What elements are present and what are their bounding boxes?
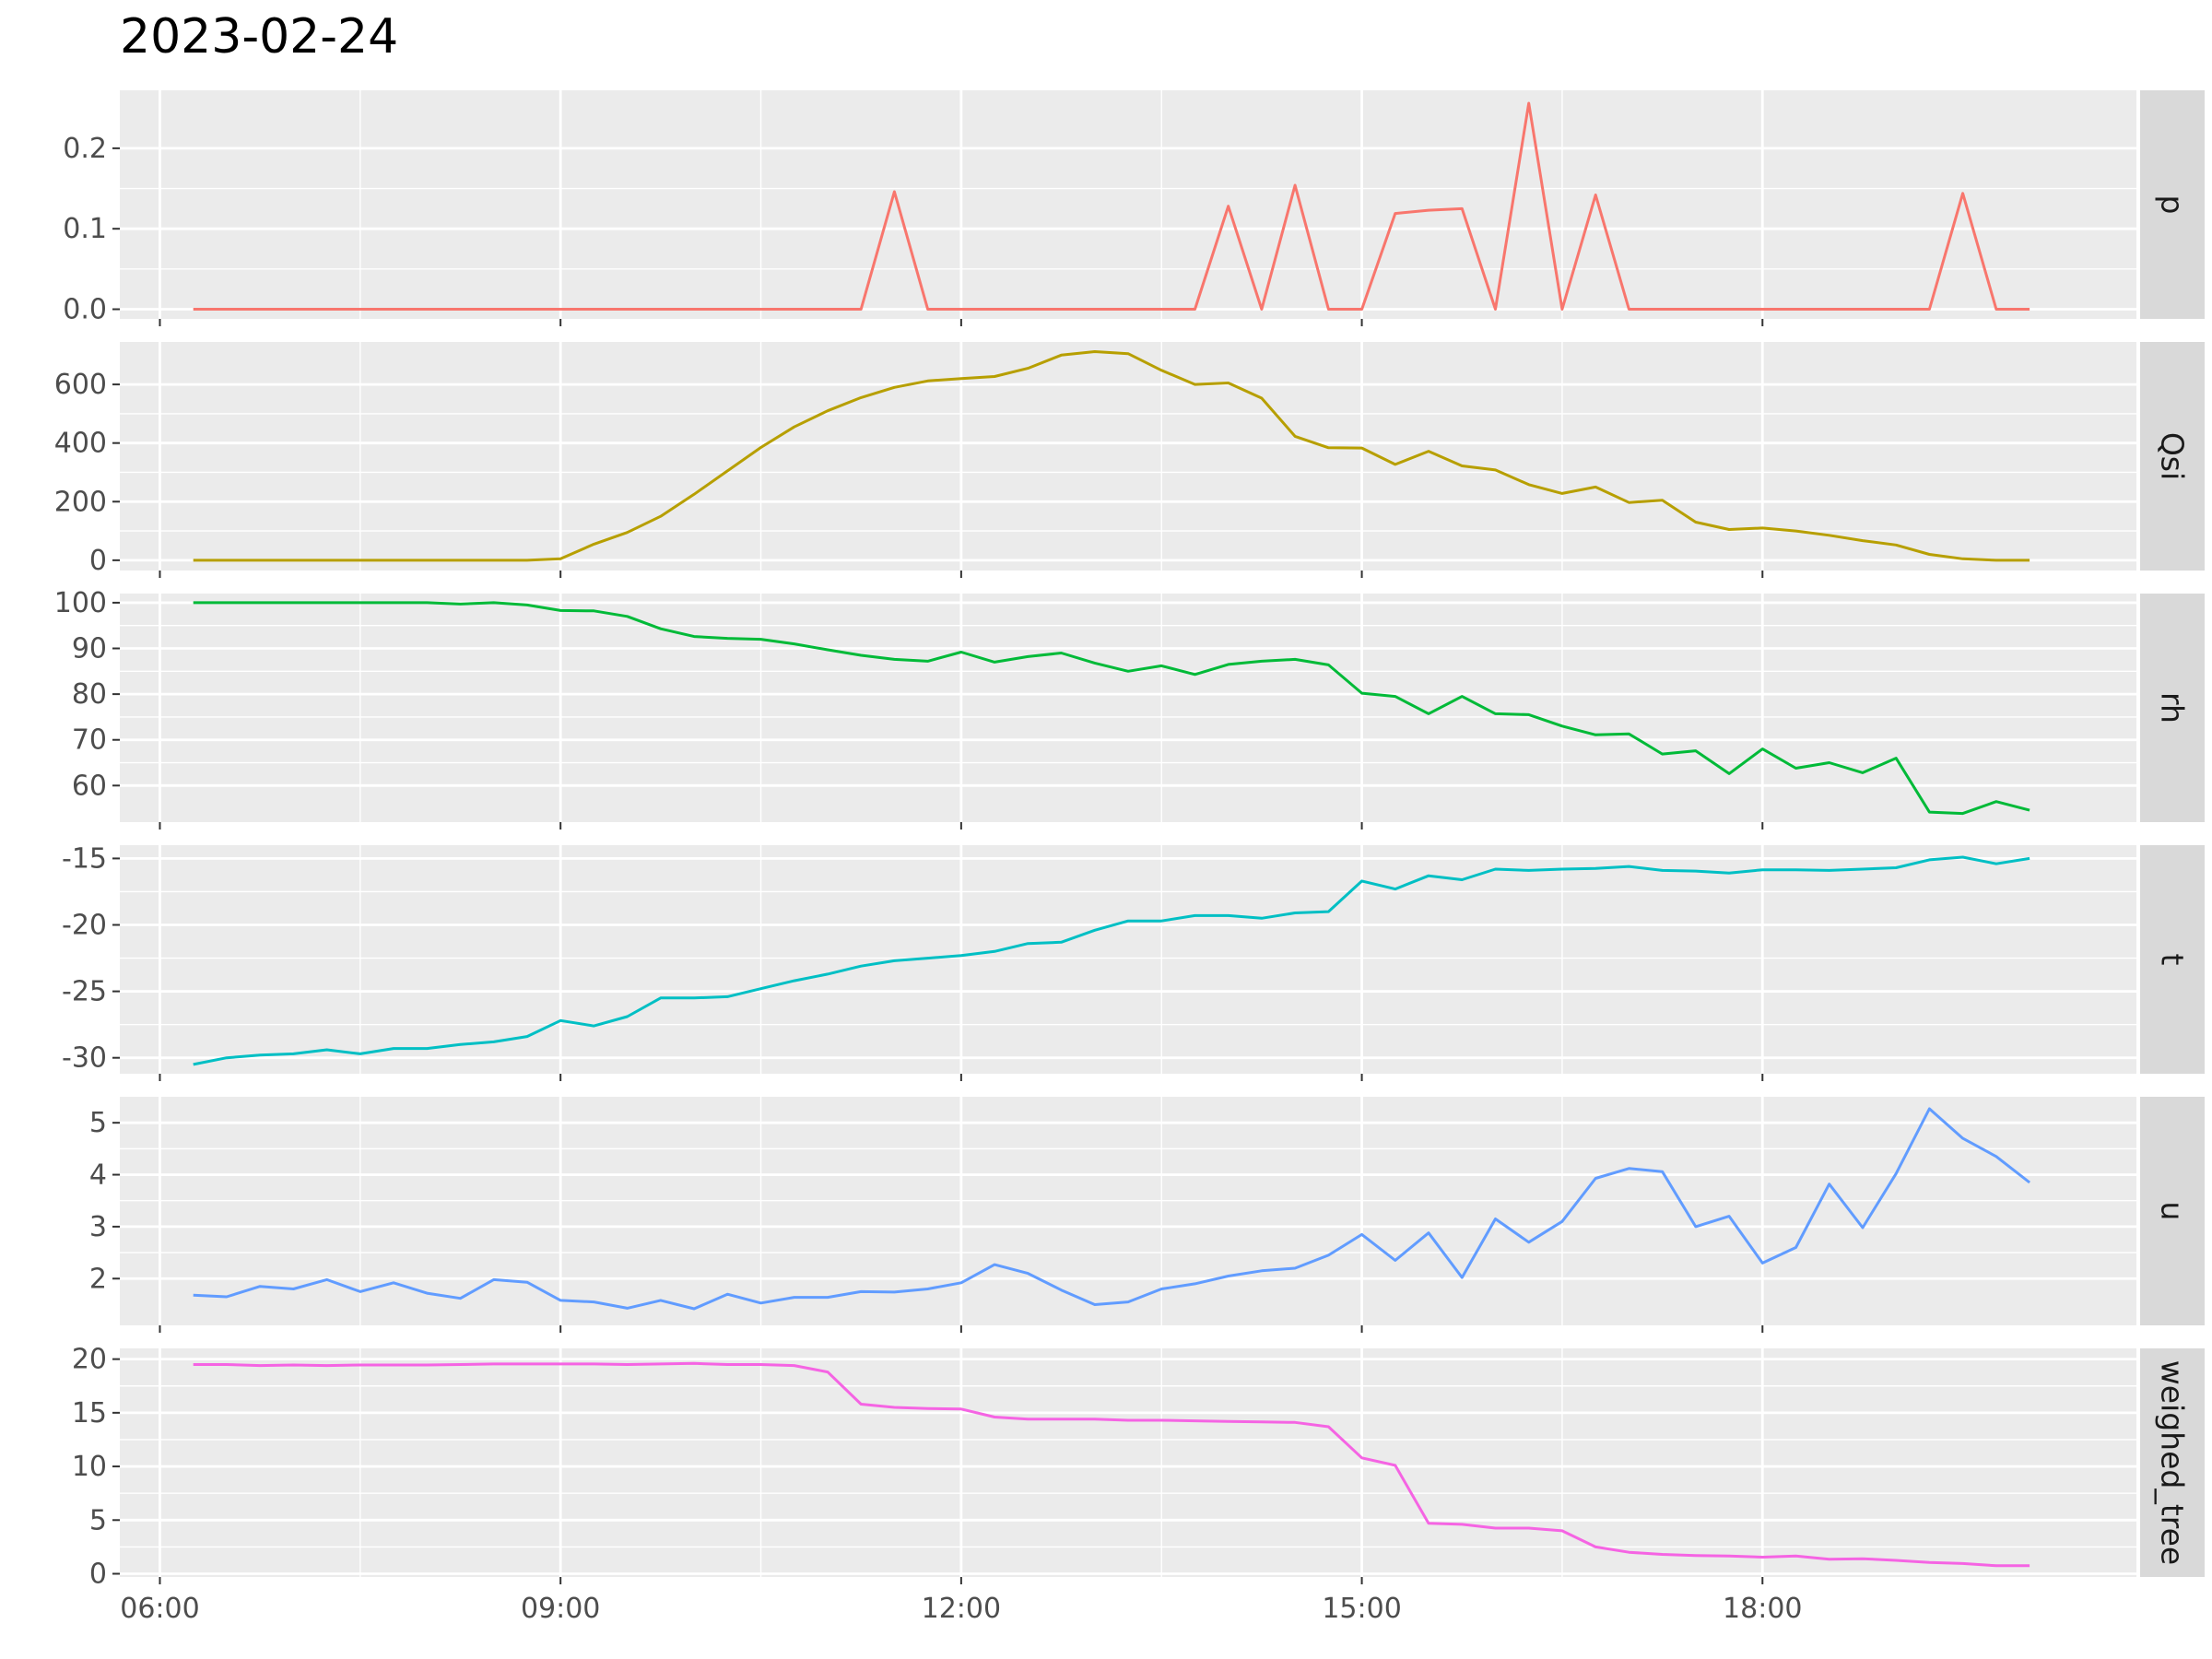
facet-strip [2140, 342, 2205, 571]
facet-strip-label: t [2155, 954, 2191, 966]
y-tick-label: 70 [72, 724, 107, 757]
y-tick-label: 3 [89, 1211, 107, 1243]
y-tick-label: 0 [89, 545, 107, 577]
panel-background [120, 90, 2136, 319]
y-tick-label: 0 [89, 1559, 107, 1591]
y-tick-label: 100 [54, 587, 107, 619]
facet-strip [2140, 845, 2205, 1074]
facet-strip [2140, 90, 2205, 319]
facet-strip [2140, 1097, 2205, 1325]
y-tick-label: 400 [54, 428, 107, 460]
series-line-Qsi [193, 350, 2030, 562]
y-tick-label: 15 [72, 1397, 107, 1430]
panel-background [120, 594, 2136, 822]
series-line-rh [193, 601, 2030, 816]
series-line-weighed_tree [193, 1361, 2030, 1568]
panel-u: 2 3 4 5 u [89, 1097, 2205, 1333]
facet-strip-label: p [2155, 195, 2191, 215]
y-tick-label: 60 [72, 770, 107, 802]
panel-p: 0.0 0.1 0.2 p [63, 90, 2205, 326]
facet-strip-label: rh [2155, 692, 2191, 724]
y-tick-label: 20 [72, 1344, 107, 1376]
y-tick-label: -20 [62, 910, 107, 942]
series-line-t [193, 855, 2030, 1066]
y-tick-label: 600 [54, 369, 107, 401]
y-tick-label: 4 [89, 1159, 107, 1192]
y-tick-label: 80 [72, 678, 107, 711]
y-tick-label: -30 [62, 1042, 107, 1075]
panel-Qsi: 0 200 400 600 Qsi [54, 342, 2205, 578]
y-tick-label: 5 [89, 1504, 107, 1536]
panel-background [120, 845, 2136, 1074]
x-tick-label: 06:00 [120, 1593, 199, 1625]
x-tick-label: 15:00 [1322, 1593, 1401, 1625]
y-tick-label: -15 [62, 842, 107, 875]
y-tick-label: 0.0 [63, 294, 107, 326]
x-tick-label: 09:00 [521, 1593, 600, 1625]
y-tick-label: 5 [89, 1107, 107, 1139]
panel-weighed_tree: 0 5 10 15 20 weighed_tree [72, 1344, 2205, 1591]
chart-title: 2023-02-24 [120, 9, 399, 65]
x-tick-label: 18:00 [1723, 1593, 1802, 1625]
facet-strip [2140, 1348, 2205, 1577]
y-tick-label: -25 [62, 976, 107, 1008]
panel-rh: 60 70 80 90 100 rh [54, 587, 2205, 830]
panel-t: -30 -25 -20 -15 t [62, 842, 2205, 1081]
y-tick-label: 10 [72, 1451, 107, 1483]
facet-strip-label: u [2155, 1202, 2191, 1221]
y-tick-label: 90 [72, 633, 107, 665]
series-line-u [193, 1107, 2031, 1311]
y-tick-label: 0.1 [63, 213, 107, 245]
series-line-p [193, 101, 2030, 311]
facet-strip-label: weighed_tree [2155, 1360, 2191, 1565]
y-tick-label: 0.2 [63, 133, 107, 165]
facet-strip-label: Qsi [2155, 432, 2191, 480]
y-tick-label: 2 [89, 1263, 107, 1295]
panel-background [120, 1348, 2136, 1577]
y-tick-label: 200 [54, 486, 107, 518]
facet-strip [2140, 594, 2205, 822]
panel-background [120, 1097, 2136, 1325]
x-tick-label: 12:00 [922, 1593, 1001, 1625]
